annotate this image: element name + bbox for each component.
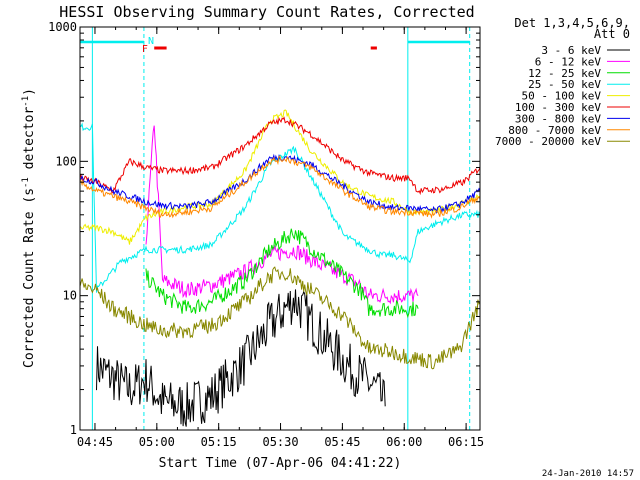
series-line-6 (79, 116, 481, 196)
series-line-7 (79, 153, 481, 215)
legend-entry-label: 100 - 300 keV (515, 101, 601, 114)
y-tick-label: 10 (63, 289, 77, 303)
y-axis-label-superscript-2: -1 (21, 96, 31, 107)
series-line-1 (96, 289, 386, 427)
night-marker-label: N (148, 36, 154, 47)
chart-title: HESSI Observing Summary Count Rates, Cor… (59, 3, 474, 21)
y-tick-label: 1 (70, 423, 77, 437)
series-line-9 (79, 266, 481, 370)
y-axis-label: Corrected Count Rate (s-1 detector-1) (21, 88, 37, 368)
x-tick-label: 05:45 (324, 435, 360, 449)
y-tick-label: 100 (55, 154, 77, 168)
series-line-2 (145, 125, 419, 305)
legend-entry-label: 50 - 100 keV (522, 90, 602, 103)
y-tick-label: 1000 (48, 20, 77, 34)
legend-entry-label: 6 - 12 keV (535, 55, 602, 68)
x-tick-label: 06:00 (386, 435, 422, 449)
legend-entry-label: 300 - 800 keV (515, 112, 601, 125)
series-line-3 (145, 228, 419, 319)
legend-entry-label: 25 - 50 keV (528, 78, 601, 91)
series-line-8 (80, 155, 481, 219)
y-axis-label-start: Corrected Count Rate (s (22, 188, 37, 368)
x-tick-label: 06:15 (448, 435, 484, 449)
x-tick-label: 05:15 (201, 435, 237, 449)
x-tick-label: 05:30 (262, 435, 298, 449)
y-axis-label-middle: detector (22, 107, 37, 178)
x-tick-label: 04:45 (77, 435, 113, 449)
series-group (79, 109, 481, 427)
y-axis: 1 10 100 1000 (48, 20, 480, 437)
footer-date: 24-Jan-2010 14:57 (542, 469, 634, 479)
legend-entry-label: 3 - 6 keV (541, 44, 601, 57)
y-axis-label-superscript-1: -1 (21, 177, 31, 188)
legend-entry-label: 7000 - 20000 keV (495, 135, 601, 148)
legend-header-attenuator: Att 0 (594, 27, 630, 41)
series-line-4 (79, 122, 481, 293)
x-axis-label: Start Time (07-Apr-06 04:41:22) (159, 456, 402, 471)
y-axis-label-end: ) (22, 88, 37, 96)
x-tick-label: 05:00 (139, 435, 175, 449)
x-axis: 04:45 05:00 05:15 05:30 05:45 06:00 06:15 (77, 27, 484, 449)
flare-marker-label: F (142, 44, 148, 55)
legend-header-detectors: Det 1,3,4,5,6,9, (514, 16, 630, 30)
legend-entry-label: 12 - 25 keV (528, 67, 601, 80)
legend-entry-label: 800 - 7000 keV (508, 124, 601, 137)
plot-frame (79, 26, 481, 431)
